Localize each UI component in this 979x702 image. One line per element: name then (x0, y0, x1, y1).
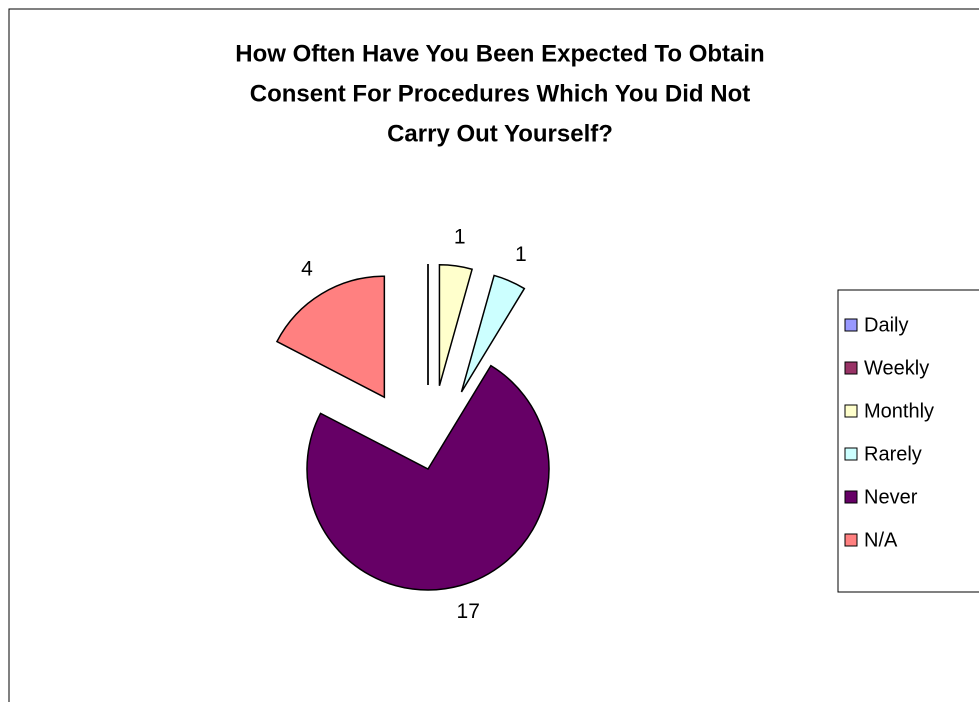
pie-slice (306, 364, 550, 591)
legend-swatch (844, 447, 858, 461)
legend-swatch (844, 361, 858, 375)
legend-swatch (844, 490, 858, 504)
chart-title: Consent For Procedures Which You Did Not (250, 80, 750, 107)
legend-swatch (844, 404, 858, 418)
legend-swatch (844, 533, 858, 547)
data-label: 1 (454, 226, 466, 249)
pie-slice (438, 264, 474, 386)
pie-slice (460, 274, 526, 393)
legend-label: Weekly (864, 357, 929, 379)
legend-box (837, 289, 979, 593)
legend-label: Daily (864, 314, 908, 336)
data-label: 1 (515, 243, 527, 266)
chart-title: Carry Out Yourself? (387, 120, 613, 147)
pie-slice (275, 275, 386, 399)
legend-label: Monthly (864, 400, 934, 422)
legend-label: Never (864, 486, 918, 508)
chart-title: How Often Have You Been Expected To Obta… (235, 40, 764, 67)
legend-label: Rarely (864, 443, 922, 465)
data-label: 4 (301, 257, 313, 280)
legend-label: N/A (864, 529, 898, 551)
chart-frame (8, 8, 979, 702)
data-label: 17 (457, 600, 480, 623)
legend-swatch (844, 318, 858, 332)
